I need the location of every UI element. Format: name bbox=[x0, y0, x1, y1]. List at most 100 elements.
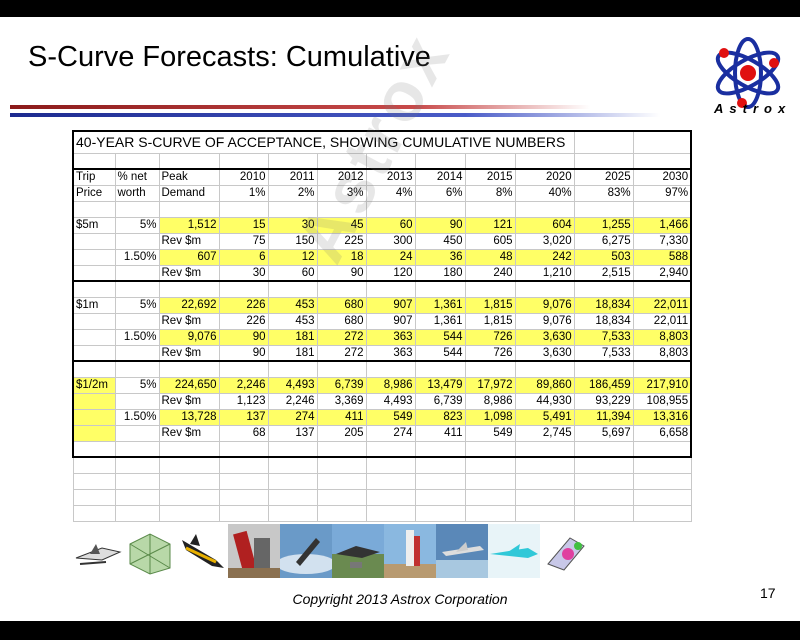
empty-cell bbox=[267, 472, 318, 490]
value-cell: 3,369 bbox=[316, 392, 367, 410]
value-cell: 907 bbox=[365, 296, 416, 314]
value-cell: 1,210 bbox=[514, 264, 575, 282]
header-row: Price worth Demand 1% 2% 3% 4% 6% 8% 40% 83% 97% bbox=[72, 184, 693, 202]
table-row: Rev $m 226 453 680 907 1,361 1,815 9,076 18,834 2… bbox=[72, 312, 693, 330]
peak-demand-cell: 13,728 bbox=[158, 408, 220, 426]
net-worth-cell bbox=[114, 392, 160, 410]
value-cell: 15 bbox=[218, 216, 269, 234]
value-cell: 2,940 bbox=[632, 264, 693, 282]
header-cell: Price bbox=[72, 184, 116, 202]
value-cell: 60 bbox=[267, 264, 318, 282]
value-cell: 300 bbox=[365, 232, 416, 250]
empty-cell bbox=[464, 200, 516, 218]
empty-cell bbox=[514, 200, 575, 218]
value-cell: 240 bbox=[464, 264, 516, 282]
value-cell: 411 bbox=[316, 408, 367, 426]
empty-cell bbox=[114, 360, 160, 378]
empty-cell bbox=[316, 360, 367, 378]
net-worth-cell: 5% bbox=[114, 296, 160, 314]
empty-cell bbox=[365, 360, 416, 378]
lattice-icon bbox=[124, 524, 176, 578]
value-cell: 604 bbox=[514, 216, 575, 234]
empty-cell bbox=[218, 456, 269, 474]
header-cell: 2014 bbox=[414, 168, 466, 186]
empty-cell bbox=[158, 360, 220, 378]
value-cell: 36 bbox=[414, 248, 466, 266]
trip-price-cell bbox=[72, 232, 116, 250]
empty-row bbox=[72, 456, 692, 474]
empty-cell bbox=[464, 488, 516, 506]
empty-cell bbox=[514, 360, 575, 378]
empty-cell bbox=[316, 504, 367, 522]
header-cell: 1% bbox=[218, 184, 269, 202]
empty-cell bbox=[72, 200, 116, 218]
empty-cell bbox=[114, 504, 160, 522]
value-cell: 363 bbox=[365, 328, 416, 346]
value-cell: 22,011 bbox=[632, 312, 693, 330]
value-cell: 75 bbox=[218, 232, 269, 250]
header-cell: 4% bbox=[365, 184, 416, 202]
slide-title: S-Curve Forecasts: Cumulative bbox=[28, 41, 431, 73]
empty-cell bbox=[316, 472, 367, 490]
spreadsheet: 40-YEAR S-CURVE OF ACCEPTANCE, SHOWING C… bbox=[71, 130, 693, 540]
peak-demand-cell: 22,692 bbox=[158, 296, 220, 314]
table-row: Rev $m 90 181 272 363 544 726 3,630 7,533 8,803 bbox=[72, 344, 693, 362]
value-cell: 108,955 bbox=[632, 392, 693, 410]
value-cell: 137 bbox=[267, 424, 318, 442]
net-worth-cell: 1.50% bbox=[114, 248, 160, 266]
launch-vehicle-icon bbox=[228, 524, 280, 578]
value-cell: 4,493 bbox=[267, 376, 318, 394]
value-cell: 44,930 bbox=[514, 392, 575, 410]
value-cell: 8,986 bbox=[464, 392, 516, 410]
value-cell: 2,246 bbox=[267, 392, 318, 410]
value-cell: 274 bbox=[267, 408, 318, 426]
empty-cell bbox=[573, 456, 634, 474]
empty-cell bbox=[114, 152, 160, 170]
net-worth-cell: 5% bbox=[114, 376, 160, 394]
value-cell: 13,479 bbox=[414, 376, 466, 394]
aircraft-icon bbox=[436, 524, 488, 578]
trip-price-cell bbox=[72, 264, 116, 282]
value-cell: 503 bbox=[573, 248, 634, 266]
value-cell: 1,123 bbox=[218, 392, 269, 410]
net-worth-cell: 1.50% bbox=[114, 328, 160, 346]
header-cell: 2010 bbox=[218, 168, 269, 186]
value-cell: 205 bbox=[316, 424, 367, 442]
header-cell: worth bbox=[114, 184, 160, 202]
table-row: Rev $m 75 150 225 300 450 605 3,020 6,275 7,330 bbox=[72, 232, 693, 250]
empty-cell bbox=[414, 360, 466, 378]
table-row: Rev $m 1,123 2,246 3,369 4,493 6,739 8,986 44,9… bbox=[72, 392, 693, 410]
empty-cell bbox=[632, 280, 693, 298]
value-cell: 2,745 bbox=[514, 424, 575, 442]
empty-cell bbox=[218, 472, 269, 490]
value-cell: 2,246 bbox=[218, 376, 269, 394]
empty-cell bbox=[267, 152, 318, 170]
table-row: $5m 5% 1,512 15 30 45 60 90 121 604 1,255 1,466 bbox=[72, 216, 693, 234]
empty-row bbox=[72, 504, 692, 522]
empty-cell bbox=[267, 200, 318, 218]
empty-cell bbox=[218, 488, 269, 506]
value-cell: 45 bbox=[316, 216, 367, 234]
empty-cell bbox=[114, 488, 160, 506]
empty-cell bbox=[114, 200, 160, 218]
empty-cell bbox=[72, 504, 116, 522]
empty-cell bbox=[632, 130, 693, 154]
empty-cell bbox=[158, 440, 220, 458]
empty-cell bbox=[365, 488, 416, 506]
header-cell: 2025 bbox=[573, 168, 634, 186]
value-cell: 8,803 bbox=[632, 344, 693, 362]
value-cell: 3,020 bbox=[514, 232, 575, 250]
value-cell: 6,658 bbox=[632, 424, 693, 442]
empty-cell bbox=[514, 504, 575, 522]
value-cell: 120 bbox=[365, 264, 416, 282]
net-worth-cell bbox=[114, 264, 160, 282]
empty-cell bbox=[267, 504, 318, 522]
trip-price-cell bbox=[72, 344, 116, 362]
empty-cell bbox=[573, 152, 634, 170]
empty-cell bbox=[158, 280, 220, 298]
empty-cell bbox=[365, 280, 416, 298]
empty-cell bbox=[72, 360, 116, 378]
net-worth-cell bbox=[114, 424, 160, 442]
value-cell: 8,803 bbox=[632, 328, 693, 346]
net-worth-cell: 1.50% bbox=[114, 408, 160, 426]
